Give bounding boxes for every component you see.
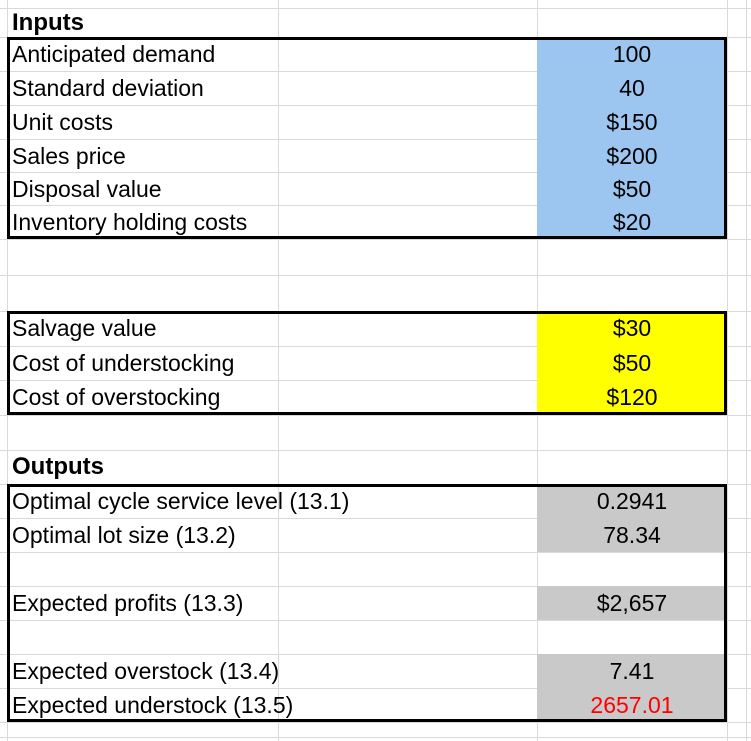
inputs-values-fill (537, 37, 727, 239)
gridline-vertical (746, 0, 747, 741)
cell-sales-price-value[interactable]: $200 (606, 143, 658, 169)
cell-expected-profits-value[interactable]: $2,657 (596, 590, 668, 616)
cell-standard-deviation-label[interactable]: Standard deviation (12, 75, 204, 101)
assumptions-values-fill (537, 311, 727, 415)
cell-expected-understock-label[interactable]: Expected understock (13.5) (12, 692, 294, 718)
inputs-section-header[interactable]: Inputs (12, 9, 84, 36)
gridline-horizontal (0, 139, 751, 140)
cell-unit-costs-value[interactable]: $150 (606, 109, 658, 135)
cell-cost-of-understocking-value[interactable]: $50 (612, 350, 652, 376)
cell-expected-overstock-value[interactable]: 7.41 (609, 658, 655, 684)
cell-cost-of-overstocking-value[interactable]: $120 (606, 384, 658, 410)
gridline-horizontal (0, 620, 751, 621)
gridline-horizontal (0, 380, 751, 381)
cell-cost-of-understocking-label[interactable]: Cost of understocking (12, 350, 235, 376)
gridline-horizontal (0, 275, 751, 276)
cell-optimal-cycle-service-level-label[interactable]: Optimal cycle service level (13.1) (12, 488, 350, 514)
gridline-horizontal (0, 688, 751, 689)
cell-expected-profits-label[interactable]: Expected profits (13.3) (12, 590, 244, 616)
gridline-horizontal (0, 654, 751, 655)
cell-standard-deviation-value[interactable]: 40 (619, 75, 645, 101)
cell-inventory-holding-costs-label[interactable]: Inventory holding costs (12, 209, 248, 235)
gridline-horizontal (0, 8, 751, 9)
cell-sales-price-label[interactable]: Sales price (12, 143, 126, 169)
cell-anticipated-demand-value[interactable]: 100 (612, 41, 652, 67)
cell-unit-costs-label[interactable]: Unit costs (12, 109, 113, 135)
gridline-horizontal (0, 450, 751, 451)
gridline-horizontal (0, 415, 751, 416)
cell-salvage-value-value[interactable]: $30 (612, 315, 652, 341)
gridline-vertical (727, 0, 728, 741)
gridline-vertical (278, 0, 279, 741)
gridline-horizontal (0, 172, 751, 173)
cell-inventory-holding-costs-value[interactable]: $20 (612, 209, 652, 235)
cell-expected-understock-value[interactable]: 2657.01 (590, 692, 674, 718)
gridline-horizontal (0, 71, 751, 72)
cell-salvage-value-label[interactable]: Salvage value (12, 315, 157, 341)
outputs-values-fill-middle (537, 586, 727, 620)
gridline-horizontal (0, 205, 751, 206)
cell-expected-overstock-label[interactable]: Expected overstock (13.4) (12, 658, 280, 684)
outputs-section-header[interactable]: Outputs (12, 453, 104, 480)
gridline-horizontal (0, 722, 751, 723)
cell-optimal-cycle-service-level-value[interactable]: 0.2941 (596, 488, 668, 514)
gridline-horizontal (0, 737, 751, 738)
cell-disposal-value-value[interactable]: $50 (612, 176, 652, 202)
gridline-vertical (7, 0, 8, 741)
gridline-horizontal (0, 346, 751, 347)
cell-anticipated-demand-label[interactable]: Anticipated demand (12, 41, 216, 67)
gridline-horizontal (0, 518, 751, 519)
outputs-values-fill-top (537, 484, 727, 552)
gridline-horizontal (0, 105, 751, 106)
cell-optimal-lot-size-label[interactable]: Optimal lot size (13.2) (12, 522, 236, 548)
gridline-horizontal (0, 552, 751, 553)
cell-cost-of-overstocking-label[interactable]: Cost of overstocking (12, 384, 221, 410)
outputs-values-fill-bottom (537, 654, 727, 722)
gridline-horizontal (0, 586, 751, 587)
gridline-horizontal (0, 239, 751, 240)
cell-optimal-lot-size-value[interactable]: 78.34 (603, 522, 661, 548)
cell-disposal-value-label[interactable]: Disposal value (12, 176, 162, 202)
